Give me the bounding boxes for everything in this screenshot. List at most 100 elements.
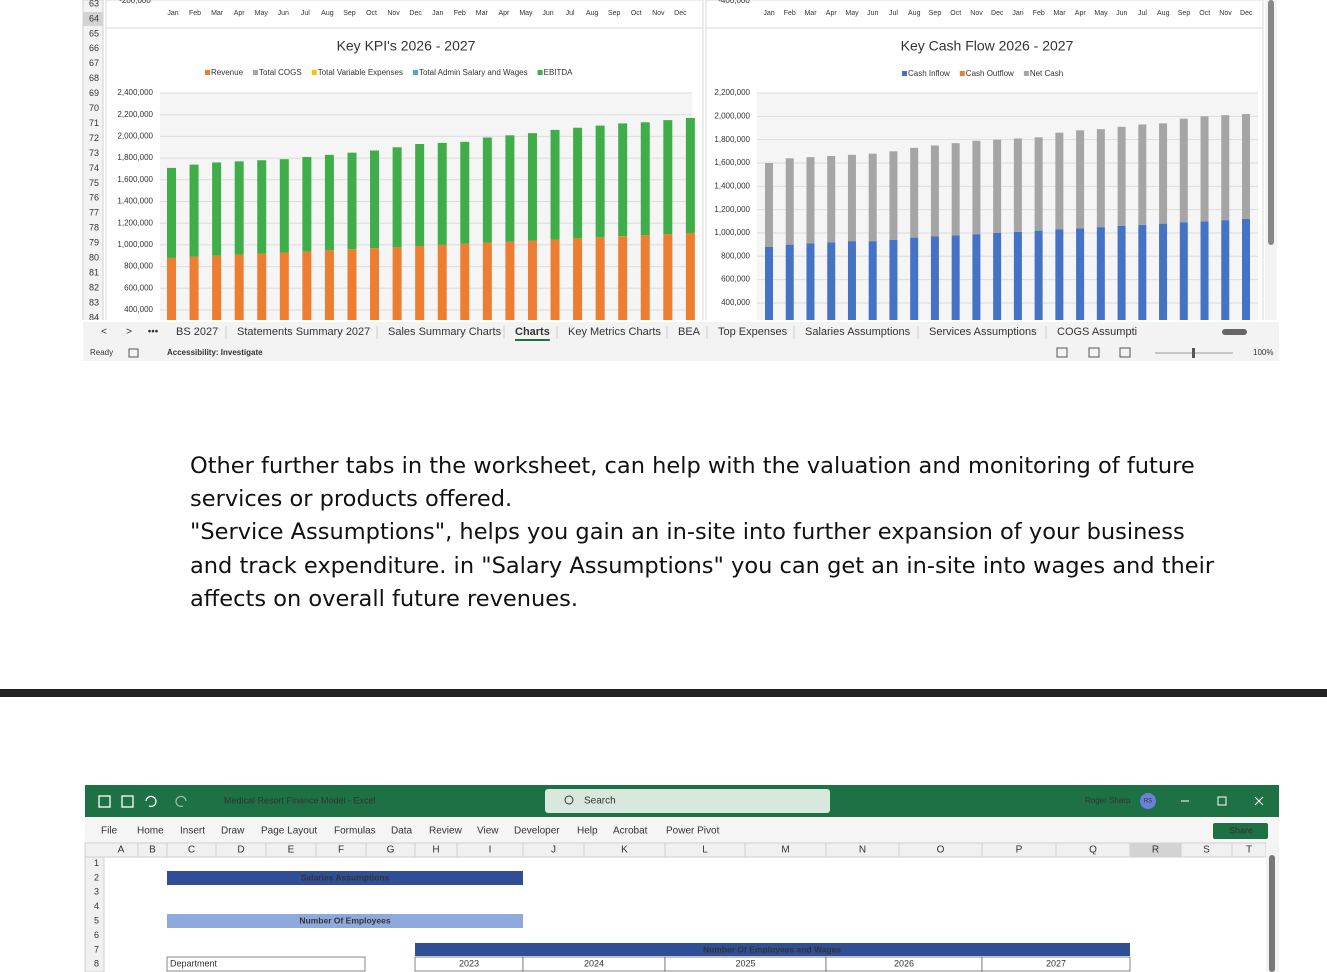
column-header[interactable]: P [1016, 845, 1023, 856]
sheet-tab[interactable]: BS 2027 [176, 326, 218, 338]
bar [279, 159, 289, 253]
bar [370, 248, 380, 320]
column-header[interactable]: O [937, 845, 945, 856]
close[interactable] [1254, 796, 1264, 806]
month-label: Feb [1033, 10, 1045, 17]
tab-nav[interactable]: > [126, 327, 132, 338]
bar [1159, 223, 1168, 320]
menu-item[interactable]: Acrobat [613, 826, 648, 837]
view-icon[interactable] [1056, 347, 1068, 358]
zoom-thumb[interactable] [1192, 348, 1195, 358]
sheet-tab[interactable]: Sales Summary Charts [388, 326, 502, 338]
menu-item[interactable]: Insert [180, 826, 205, 837]
y-tick-label: 1,600,000 [117, 175, 153, 184]
menu-item[interactable]: Data [391, 826, 413, 837]
month-label: Dec [409, 10, 422, 17]
tab-nav[interactable]: < [101, 327, 107, 338]
bar [1076, 130, 1085, 229]
scroll-thumb[interactable] [1269, 855, 1275, 972]
column-header[interactable]: R [1152, 845, 1159, 856]
description: Other further tabs in the worksheet, can… [190, 450, 1220, 616]
month-label: May [255, 10, 269, 17]
bar [415, 143, 425, 246]
column-header[interactable]: D [237, 845, 244, 856]
column-header[interactable]: S [1203, 845, 1210, 856]
column-header[interactable]: J [551, 845, 556, 856]
bar [806, 243, 815, 320]
bar [1034, 137, 1043, 231]
search-box[interactable] [545, 789, 830, 813]
bar [167, 167, 176, 258]
accessibility-status[interactable]: Accessibility: Investigate [167, 348, 263, 357]
bar [785, 244, 794, 320]
search-placeholder[interactable]: Search [584, 796, 616, 807]
view-icon[interactable] [1088, 347, 1100, 358]
bar [595, 125, 605, 238]
sheet-tab[interactable]: Statements Summary 2027 [237, 326, 370, 338]
sheet-tab[interactable]: Salaries Assumptions [805, 326, 911, 338]
status-text: Ready [90, 348, 113, 357]
bar [415, 245, 425, 320]
menu-item[interactable]: View [477, 826, 499, 837]
share-button[interactable] [1213, 823, 1268, 839]
column-header[interactable]: F [338, 845, 344, 856]
column-header[interactable]: C [188, 845, 195, 856]
column-header[interactable]: M [781, 845, 789, 856]
bar [930, 236, 939, 320]
column-header[interactable]: N [859, 845, 866, 856]
chart: Key KPI's 2026 - 2027 400,000 600,000 800,0… [117, 38, 695, 320]
bar [234, 161, 244, 255]
avatar[interactable] [1140, 793, 1156, 809]
column-header[interactable]: Q [1089, 845, 1097, 856]
toolbar-icon[interactable] [98, 795, 111, 808]
bar [189, 164, 199, 257]
month-label: Aug [1157, 10, 1170, 17]
column-header[interactable]: E [288, 845, 295, 856]
bar [993, 139, 1002, 233]
y-tick-label: 800,000 [721, 251, 750, 260]
menu-item[interactable]: Formulas [334, 826, 376, 837]
legend-swatch [537, 70, 543, 75]
bar [910, 147, 919, 238]
bar [1034, 230, 1043, 320]
column-header[interactable]: H [432, 845, 439, 856]
undo-icon[interactable] [145, 795, 157, 808]
legend-label: EBITDA [544, 68, 574, 77]
view-icon[interactable] [1119, 347, 1131, 358]
column-header[interactable]: G [387, 845, 395, 856]
menu-item[interactable]: Power Pivot [666, 826, 720, 837]
bar [930, 145, 939, 237]
menu-item[interactable]: File [101, 826, 118, 837]
menu-item[interactable]: Home [137, 826, 164, 837]
sheet-tab[interactable]: Key Metrics Charts [568, 326, 661, 338]
menu-item[interactable]: Review [429, 826, 463, 837]
column-header[interactable]: K [621, 845, 628, 856]
menu-item[interactable]: Help [577, 826, 598, 837]
sheet-tab[interactable]: Top Expenses [718, 326, 788, 338]
toolbar-icon[interactable] [121, 795, 134, 808]
column-header[interactable]: L [702, 845, 708, 856]
row-number: 67 [89, 58, 99, 68]
sheet-tab[interactable]: Services Assumptions [929, 326, 1037, 338]
sheet-tab[interactable]: BEA [678, 326, 701, 338]
sheet-tab[interactable]: Charts [515, 326, 550, 338]
bar [847, 241, 856, 320]
column-header[interactable]: B [149, 845, 156, 856]
tab-scroll-thumb[interactable] [1222, 329, 1247, 335]
menu-item[interactable]: Draw [221, 826, 245, 837]
header-cell [167, 914, 523, 928]
bar [806, 157, 815, 244]
menu-item[interactable]: Developer [514, 826, 560, 837]
column-header[interactable]: I [489, 845, 492, 856]
bar [640, 235, 650, 320]
sheet-tab[interactable]: COGS Assumpti [1057, 326, 1137, 338]
redo-icon[interactable] [175, 795, 187, 808]
scroll-thumb[interactable] [1268, 0, 1274, 245]
column-header[interactable]: A [118, 845, 125, 856]
column-header[interactable]: T [1246, 845, 1252, 856]
bar [685, 232, 695, 320]
restore[interactable] [1217, 796, 1227, 806]
menu-item[interactable]: Page Layout [261, 826, 317, 837]
tab-nav[interactable]: ••• [148, 327, 159, 338]
